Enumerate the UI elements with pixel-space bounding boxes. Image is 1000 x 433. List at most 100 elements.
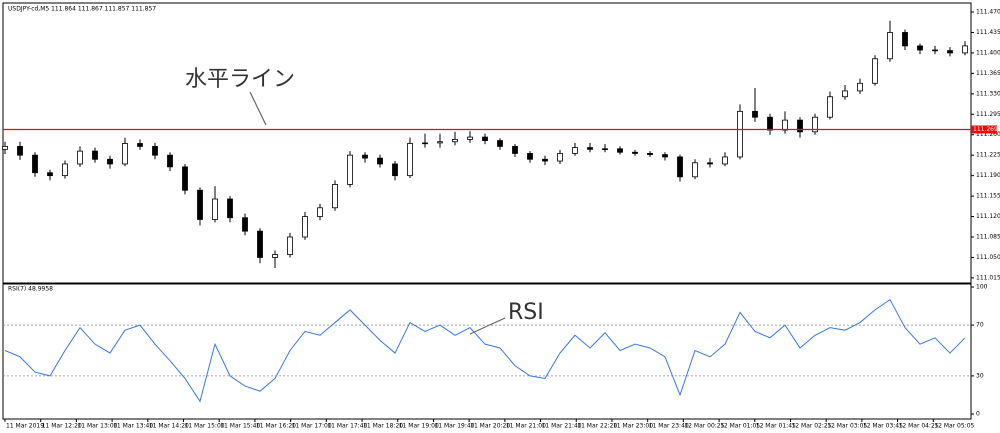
x-tick-label: 11 Mar 2019 — [6, 423, 44, 430]
candle-body — [632, 151, 638, 154]
y-tick-label: 0 — [976, 411, 980, 418]
candle-body — [362, 154, 368, 159]
candle-body — [407, 143, 413, 177]
candle-body — [272, 254, 278, 258]
candle-body — [152, 146, 158, 156]
candle-body — [332, 184, 338, 209]
x-tick-label: 11 Mar 21:00 — [506, 423, 546, 430]
candle-body — [197, 189, 203, 220]
y-tick-label: 111.190 — [976, 172, 1000, 179]
x-tick-label: 11 Mar 17:40 — [327, 423, 367, 430]
candle-body — [857, 82, 863, 92]
y-tick-label: 111.400 — [976, 49, 1000, 56]
candle-body — [167, 154, 173, 168]
candle-body — [377, 157, 383, 165]
candle-body — [227, 198, 233, 219]
candle-body — [62, 163, 68, 177]
y-tick-label: 70 — [976, 322, 984, 329]
x-tick-label: 11 Mar 14:20 — [149, 423, 189, 430]
candle-body — [752, 110, 758, 118]
y-tick-label: 111.225 — [976, 152, 1000, 159]
y-tick-label: 111.120 — [976, 213, 1000, 220]
candle-body — [692, 162, 698, 178]
x-tick-label: 12 Mar 01:45 — [756, 423, 796, 430]
hline-label-bg — [971, 125, 997, 134]
candle-body — [827, 96, 833, 118]
x-tick-label: 11 Mar 23:00 — [613, 423, 653, 430]
price-panel — [2, 2, 972, 284]
candle-body — [647, 153, 653, 156]
x-tick-label: 12 Mar 02:25 — [791, 423, 831, 430]
candle-body — [677, 156, 683, 178]
x-tick-label: 11 Mar 15:00 — [185, 423, 225, 430]
candle-body — [482, 136, 488, 141]
x-tick-label: 12 Mar 03:45 — [863, 423, 903, 430]
candle-body — [527, 153, 533, 160]
x-tick-label: 11 Mar 13:40 — [113, 423, 153, 430]
candle-body — [887, 32, 893, 60]
y-tick-label: 111.470 — [976, 9, 1000, 16]
candle-body — [107, 158, 113, 165]
x-tick-label: 12 Mar 01:05 — [720, 423, 760, 430]
candle-body — [287, 236, 293, 255]
annotation: 水平ライン — [185, 67, 295, 92]
candle-body — [722, 156, 728, 165]
candle-body — [122, 143, 128, 165]
candle-body — [587, 147, 593, 150]
y-tick-label: 100 — [976, 284, 988, 291]
candle-body — [842, 90, 848, 98]
candle-body — [737, 110, 743, 158]
rsi-panel — [2, 283, 972, 420]
x-tick-label: 12 Mar 00:25 — [684, 423, 724, 430]
rsi-title: RSI(7) 48.9958 — [8, 286, 53, 293]
x-tick-label: 11 Mar 20:20 — [470, 423, 510, 430]
y-tick-label: 30 — [976, 372, 984, 379]
candle-body — [782, 119, 788, 131]
annotation: RSI — [508, 300, 544, 325]
candle-body — [2, 146, 8, 150]
x-tick-label: 12 Mar 03:05 — [827, 423, 867, 430]
candle-body — [557, 153, 563, 162]
x-tick-label: 11 Mar 19:40 — [434, 423, 474, 430]
candle-body — [137, 143, 143, 147]
y-tick-label: 111.155 — [976, 193, 1000, 200]
candle-body — [47, 172, 53, 177]
candle-body — [797, 119, 803, 133]
candle-body — [542, 158, 548, 162]
candle-body — [347, 154, 353, 185]
candle-body — [212, 198, 218, 220]
candle-body — [17, 146, 23, 156]
candle-body — [452, 139, 458, 143]
rsi-line — [4, 298, 966, 403]
candle-body — [302, 216, 308, 238]
candle-body — [947, 50, 953, 54]
x-tick-label: 11 Mar 12:20 — [42, 423, 82, 430]
x-tick-label: 12 Mar 05:05 — [934, 423, 974, 430]
x-tick-label: 11 Mar 19:00 — [399, 423, 439, 430]
candle-body — [917, 45, 923, 51]
annotation-pointer — [249, 91, 267, 126]
hline-label: 111.269 — [973, 126, 998, 133]
x-tick-label: 11 Mar 21:40 — [542, 423, 582, 430]
y-tick-label: 111.015 — [976, 274, 1000, 281]
x-tick-label: 11 Mar 22:20 — [577, 423, 617, 430]
price-title: USDJPY-cd,M5 111.864 111.867 111.857 111… — [8, 6, 156, 13]
candle-body — [932, 49, 938, 52]
x-tick-label: 11 Mar 13:00 — [77, 423, 117, 430]
candle-body — [512, 146, 518, 154]
candle-body — [902, 32, 908, 47]
x-tick-label: 11 Mar 18:20 — [363, 423, 403, 430]
x-tick-label: 11 Mar 16:20 — [256, 423, 296, 430]
candle-body — [707, 162, 713, 165]
candle-body — [872, 58, 878, 84]
candle-body — [617, 148, 623, 153]
y-tick-label: 111.260 — [976, 131, 1000, 138]
y-tick-label: 111.365 — [976, 70, 1000, 77]
candle-body — [767, 116, 773, 131]
candle-body — [242, 217, 248, 232]
annotation-pointer — [469, 317, 506, 335]
candle-body — [257, 230, 263, 258]
candle-body — [467, 136, 473, 140]
candle-body — [962, 45, 968, 54]
